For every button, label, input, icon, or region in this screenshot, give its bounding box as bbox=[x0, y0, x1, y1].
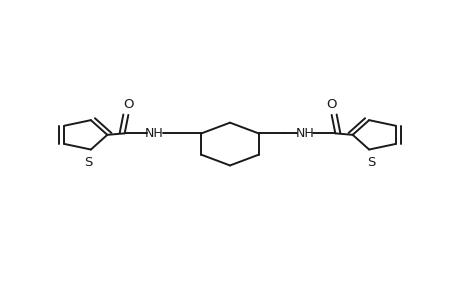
Text: NH: NH bbox=[296, 128, 314, 140]
Text: S: S bbox=[84, 156, 93, 169]
Text: O: O bbox=[326, 98, 336, 111]
Text: O: O bbox=[123, 98, 133, 111]
Text: S: S bbox=[366, 156, 375, 169]
Text: NH: NH bbox=[145, 128, 163, 140]
